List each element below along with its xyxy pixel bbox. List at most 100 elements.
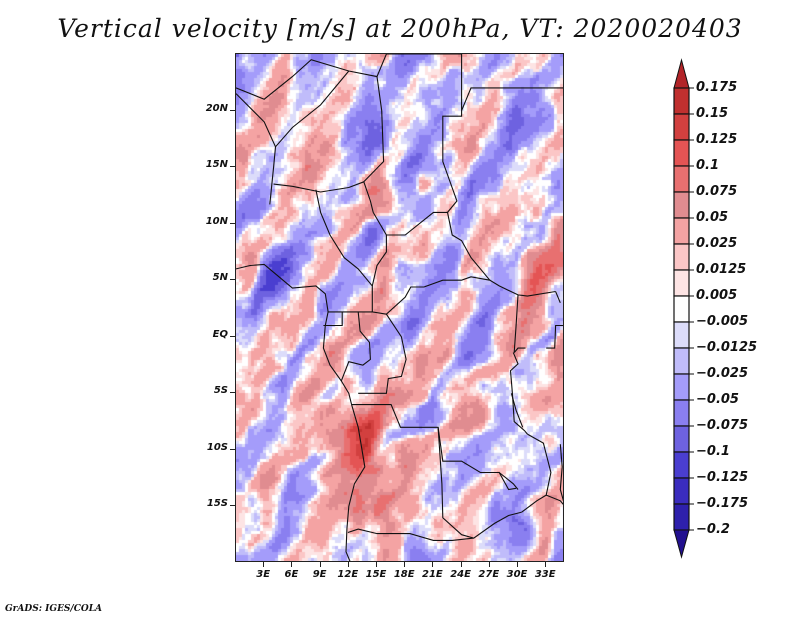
x-tick-label: 6E: [284, 569, 299, 580]
colorbar-swatch: [673, 399, 690, 427]
footer-credit: GrADS: IGES/COLA: [5, 604, 103, 614]
border-line: [371, 235, 387, 287]
x-tick-mark: [545, 562, 547, 567]
x-tick-label: 18E: [393, 569, 415, 580]
colorbar-swatch: [673, 321, 690, 349]
colorbar-swatch: [673, 425, 690, 453]
colorbar-level-label: 0.05: [696, 210, 729, 225]
border-line: [555, 291, 561, 304]
colorbar-level-label: −0.025: [696, 366, 749, 381]
colorbar-swatch: [673, 503, 690, 531]
y-tick-mark: [230, 222, 235, 224]
colorbar-swatch: [673, 87, 690, 115]
border-line: [358, 313, 407, 394]
border-line: [236, 263, 366, 561]
colorbar-level-label: −0.125: [696, 470, 749, 485]
colorbar-swatch: [673, 373, 690, 401]
border-line: [546, 324, 563, 349]
colorbar-upper-triangle: [673, 58, 690, 89]
x-tick-mark: [404, 562, 406, 567]
x-tick-label: 12E: [337, 569, 359, 580]
colorbar-level-label: 0.175: [696, 80, 738, 95]
colorbar-swatch: [673, 243, 690, 271]
x-tick-mark: [376, 562, 377, 567]
y-tick-label: 10N: [205, 215, 228, 227]
colorbar-level-label: 0.0125: [696, 262, 747, 277]
border-line: [510, 393, 524, 428]
border-line: [446, 212, 491, 281]
vertical-velocity-field: [236, 54, 563, 561]
border-line: [521, 433, 552, 513]
border-line: [498, 472, 517, 491]
colorbar-swatch: [673, 269, 690, 297]
border-line: [340, 311, 371, 382]
y-tick-mark: [230, 166, 235, 168]
colorbar-swatch: [673, 165, 690, 193]
border-line: [236, 54, 387, 100]
colorbar-swatch: [673, 217, 690, 245]
colorbar-level-label: −0.2: [696, 522, 730, 537]
x-tick-mark: [488, 562, 490, 567]
y-tick-mark: [230, 392, 235, 394]
y-tick-label: EQ: [212, 328, 228, 340]
border-line: [461, 87, 563, 111]
y-tick-label: 20N: [205, 102, 228, 114]
colorbar-swatch: [673, 113, 690, 141]
colorbar-level-label: 0.005: [696, 288, 738, 303]
x-tick-mark: [263, 562, 265, 567]
border-line: [509, 352, 528, 435]
border-line: [351, 404, 519, 490]
border-line: [437, 427, 474, 539]
x-tick-mark: [291, 562, 293, 567]
x-tick-label: 30E: [506, 569, 528, 580]
border-line: [236, 93, 277, 205]
y-tick-label: 5S: [213, 385, 228, 397]
border-line: [513, 294, 519, 353]
x-tick-label: 9E: [312, 569, 327, 580]
x-tick-mark: [432, 562, 434, 567]
y-tick-label: 5N: [212, 272, 228, 284]
map-plot-area: [235, 53, 564, 562]
colorbar-level-label: −0.0125: [696, 340, 758, 355]
x-tick-mark: [460, 562, 462, 567]
x-tick-label: 27E: [478, 569, 500, 580]
y-tick-mark: [230, 279, 235, 281]
colorbar-swatch: [673, 139, 690, 167]
x-tick-label: 21E: [422, 569, 443, 580]
border-line: [372, 211, 448, 236]
colorbar-swatch: [673, 451, 690, 479]
colorbar-swatch: [673, 191, 690, 219]
y-tick-mark: [230, 109, 235, 111]
border-line: [363, 76, 385, 213]
colorbar-level-label: 0.025: [696, 236, 738, 251]
border-line: [315, 189, 556, 315]
colorbar-level-label: 0.075: [696, 184, 738, 199]
colorbar-level-label: 0.15: [696, 106, 729, 121]
colorbar-level-label: 0.125: [696, 132, 738, 147]
border-line: [347, 511, 522, 541]
x-tick-label: 3E: [256, 569, 271, 580]
y-tick-label: 15S: [206, 498, 228, 510]
chart-title: Vertical velocity [m/s] at 200hPa, VT: 2…: [57, 14, 743, 43]
y-tick-label: 15N: [205, 159, 228, 171]
x-tick-label: 15E: [365, 569, 387, 580]
x-tick-mark: [347, 562, 349, 567]
colorbar-level-label: −0.05: [696, 392, 739, 407]
y-tick-mark: [230, 448, 235, 450]
border-line: [559, 444, 563, 502]
colorbar-swatch: [673, 347, 690, 375]
colorbar-swatch: [673, 477, 690, 505]
y-tick-mark: [230, 505, 235, 507]
colorbar-level-label: −0.075: [696, 418, 749, 433]
country-borders: [236, 54, 563, 561]
colorbar-swatch: [673, 295, 690, 323]
colorbar-level-label: −0.175: [696, 496, 749, 511]
x-tick-mark: [319, 562, 321, 567]
colorbar-level-label: −0.005: [696, 314, 749, 329]
border-line: [273, 181, 364, 193]
border-line: [275, 70, 350, 148]
colorbar-level-label: 0.1: [696, 158, 720, 173]
colorbar-lower-triangle: [673, 529, 690, 559]
colorbar-level-label: −0.1: [696, 444, 730, 459]
border-line: [545, 494, 563, 505]
